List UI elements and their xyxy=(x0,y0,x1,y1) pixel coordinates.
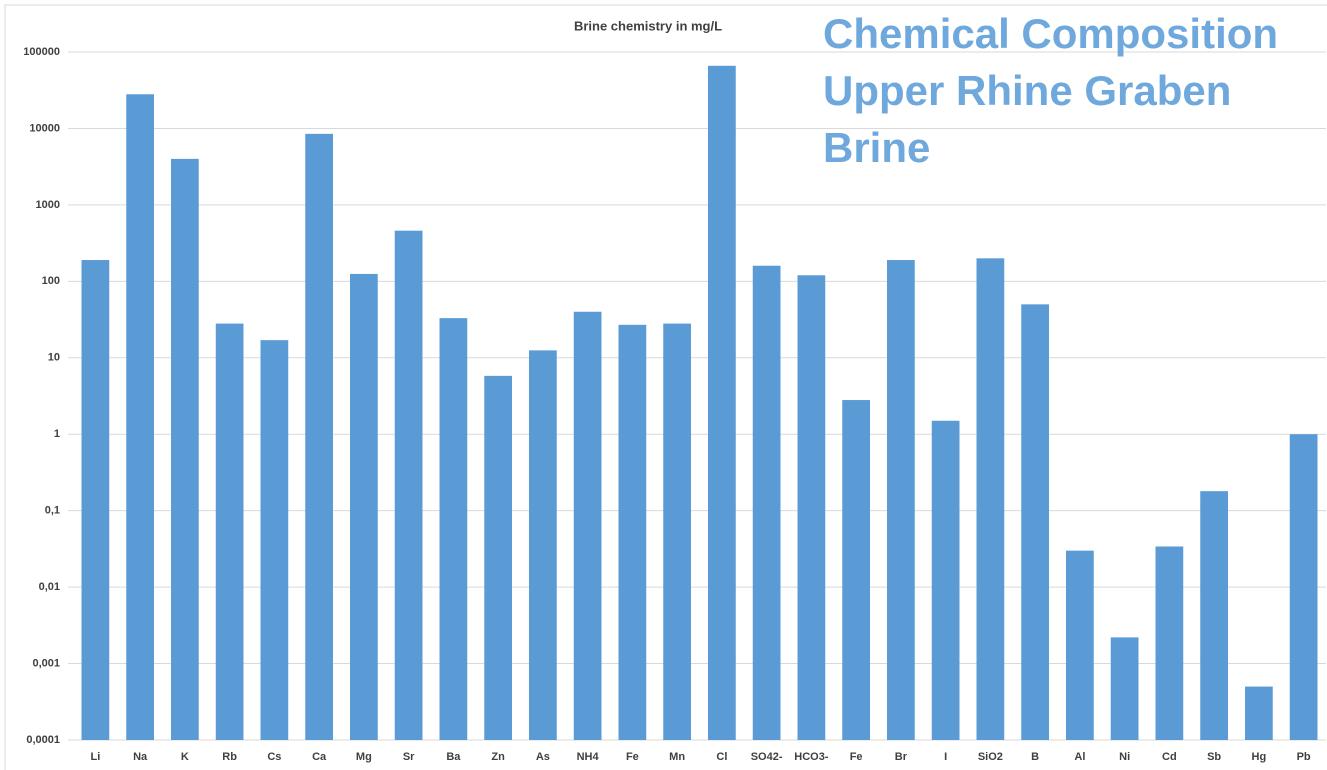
bar xyxy=(305,133,333,741)
bar xyxy=(81,260,110,740)
bar xyxy=(797,275,826,740)
annotation: Upper Rhine Graben xyxy=(823,67,1231,114)
bar xyxy=(260,340,289,740)
x-tick-label: Al xyxy=(1074,751,1085,763)
chart-border xyxy=(4,4,1327,770)
bar xyxy=(394,230,423,740)
x-tick-label: Mg xyxy=(356,751,372,763)
x-tick-label: K xyxy=(181,751,189,763)
bar xyxy=(663,323,691,740)
bar xyxy=(126,94,154,740)
bar xyxy=(1021,304,1049,740)
x-tick-label: Mn xyxy=(669,751,685,763)
x-tick-label: Cl xyxy=(716,751,727,763)
y-tick-label: 10 xyxy=(48,352,60,364)
x-tick-label: Rb xyxy=(222,751,237,763)
x-tick-label: Li xyxy=(90,751,100,763)
x-tick-label: NH4 xyxy=(577,751,600,763)
y-tick-label: 1000 xyxy=(36,199,60,211)
bar xyxy=(887,260,915,740)
x-tick-label: Br xyxy=(895,751,908,763)
x-tick-label: Ca xyxy=(312,751,327,763)
x-tick-label: I xyxy=(944,751,947,763)
bar xyxy=(1110,637,1139,740)
y-tick-label: 0,001 xyxy=(32,657,60,669)
bar xyxy=(842,400,870,740)
bar xyxy=(171,158,199,740)
x-tick-label: Cd xyxy=(1162,751,1177,763)
x-tick-label: Sb xyxy=(1207,751,1221,763)
x-tick-label: Fe xyxy=(850,751,863,763)
y-tick-label: 1 xyxy=(54,428,60,440)
y-tick-label: 0,01 xyxy=(39,581,60,593)
x-tick-label: Zn xyxy=(491,751,505,763)
x-tick-label: Cs xyxy=(267,751,281,763)
x-tick-label: Na xyxy=(133,751,148,763)
x-tick-label: Sr xyxy=(403,751,415,763)
y-tick-label: 10000 xyxy=(29,122,60,134)
x-tick-label: Fe xyxy=(626,751,639,763)
bar xyxy=(439,318,468,740)
x-tick-label: Ni xyxy=(1119,751,1130,763)
y-tick-label: 100 xyxy=(42,275,60,287)
bar xyxy=(1155,546,1184,740)
x-tick-label: SO42- xyxy=(751,751,783,763)
annotation: Chemical Composition xyxy=(823,10,1278,57)
y-tick-label: 0,1 xyxy=(45,505,60,517)
y-tick-label: 100000 xyxy=(23,46,60,58)
bar xyxy=(618,324,647,740)
chart-title: Brine chemistry in mg/L xyxy=(574,18,722,33)
bar xyxy=(931,420,960,740)
x-tick-label: HCO3- xyxy=(794,751,829,763)
bar xyxy=(752,265,781,740)
bar xyxy=(708,65,736,740)
bar xyxy=(1066,550,1094,740)
x-tick-label: As xyxy=(536,751,550,763)
bar xyxy=(1200,491,1228,740)
x-tick-label: SiO2 xyxy=(978,751,1003,763)
x-tick-label: Hg xyxy=(1252,751,1267,763)
annotation: Brine xyxy=(823,124,930,171)
bar xyxy=(573,311,602,740)
bar xyxy=(215,323,244,740)
bar xyxy=(484,375,512,740)
x-tick-label: Ba xyxy=(446,751,461,763)
x-tick-label: Pb xyxy=(1297,751,1311,763)
bar xyxy=(1289,434,1318,740)
bar xyxy=(976,258,1005,740)
y-tick-label: 0,0001 xyxy=(26,734,60,746)
bar xyxy=(529,350,557,740)
bar xyxy=(1245,686,1273,740)
bar xyxy=(350,273,378,740)
x-tick-label: B xyxy=(1031,751,1039,763)
